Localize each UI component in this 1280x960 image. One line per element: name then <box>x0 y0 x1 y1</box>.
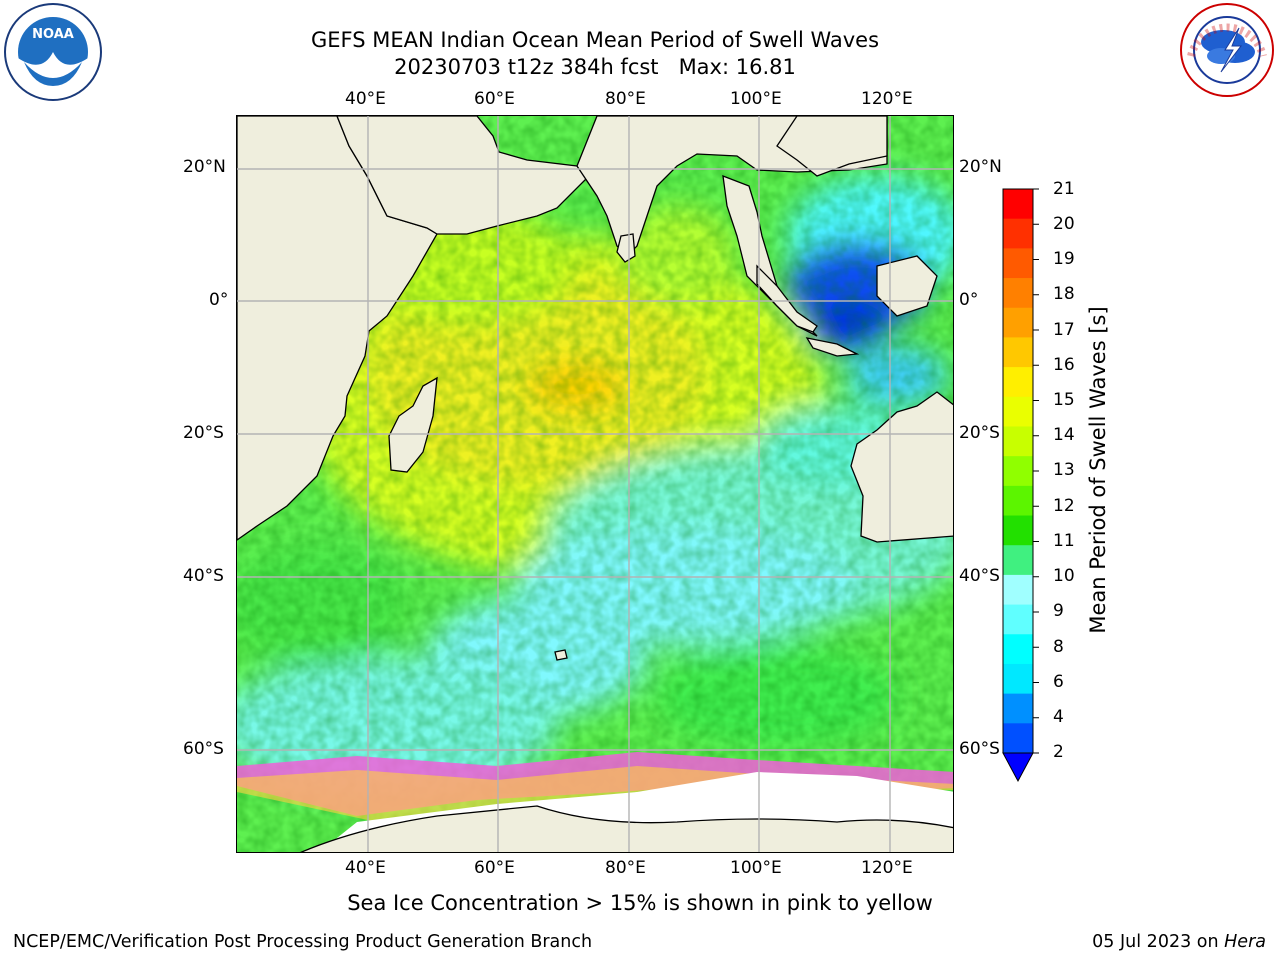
sumatra <box>756 264 818 333</box>
colorbar <box>1002 188 1039 783</box>
lat-label-right-40s: 40°S <box>959 566 1000 586</box>
lat-label-right-20n: 20°N <box>959 157 1002 177</box>
footer-date: 05 Jul 2023 on <box>1092 932 1225 952</box>
lat-label-left-20n: 20°N <box>183 157 226 177</box>
lon-label-top-100e: 100°E <box>730 89 782 109</box>
colorbar-segment <box>1003 663 1033 695</box>
lon-label-bottom-80e: 80°E <box>605 858 646 878</box>
cbar-tick-20: 20 <box>1053 214 1075 234</box>
cbar-tick-4: 4 <box>1053 707 1064 727</box>
cbar-tick-19: 19 <box>1053 249 1075 269</box>
malay-peninsula <box>722 175 818 337</box>
colorbar-label: Mean Period of Swell Waves [s] <box>1086 306 1110 634</box>
colorbar-segment <box>1003 189 1033 220</box>
cbar-tick-13: 13 <box>1053 460 1075 480</box>
colorbar-segment <box>1003 307 1033 339</box>
java <box>805 337 860 357</box>
colorbar-segment <box>1003 367 1033 398</box>
lat-label-left-40s: 40°S <box>183 566 224 586</box>
madagascar <box>388 376 438 473</box>
noaa-logo: NOAA <box>2 2 104 102</box>
cbar-tick-14: 14 <box>1053 425 1075 445</box>
colorbar-extend-triangle <box>1002 752 1034 783</box>
colorbar-segment <box>1003 278 1033 309</box>
lon-label-bottom-120e: 120°E <box>861 858 913 878</box>
lat-label-left-20s: 20°S <box>183 423 224 443</box>
lon-label-bottom-100e: 100°E <box>730 858 782 878</box>
cbar-tick-17: 17 <box>1053 320 1075 340</box>
chart-subtitle: 20230703 t12z 384h fcst Max: 16.81 <box>394 55 796 79</box>
cbar-tick-16: 16 <box>1053 355 1075 375</box>
colorbar-segment <box>1003 337 1033 368</box>
lat-label-right-20s: 20°S <box>959 423 1000 443</box>
lat-label-left-0: 0° <box>209 290 229 310</box>
colorbar-segment <box>1003 723 1033 754</box>
footer-host: Hera <box>1224 932 1266 952</box>
colorbar-tick-marks <box>1033 188 1039 754</box>
sea-ice-caption: Sea Ice Concentration > 15% is shown in … <box>347 891 933 915</box>
colorbar-segment <box>1003 396 1033 428</box>
cbar-tick-12: 12 <box>1053 496 1075 516</box>
cbar-tick-18: 18 <box>1053 284 1075 304</box>
cbar-tick-9: 9 <box>1053 601 1064 621</box>
colorbar-segment <box>1003 218 1033 249</box>
lon-label-top-40e: 40°E <box>345 89 386 109</box>
swell-period-map <box>237 116 953 852</box>
footer-left: NCEP/EMC/Verification Post Processing Pr… <box>13 932 593 952</box>
noaa-logo-text: NOAA <box>32 27 74 42</box>
lon-label-top-120e: 120°E <box>861 89 913 109</box>
colorbar-segment <box>1003 456 1033 487</box>
colorbar-segment <box>1003 604 1033 635</box>
cbar-tick-2: 2 <box>1053 742 1064 762</box>
lon-label-bottom-60e: 60°E <box>474 858 515 878</box>
indochina <box>776 116 888 177</box>
colorbar-segment <box>1003 693 1033 724</box>
footer-right: 05 Jul 2023 on Hera <box>1092 932 1266 952</box>
lon-label-top-80e: 80°E <box>605 89 646 109</box>
colorbar-segments <box>1003 189 1033 754</box>
lat-label-right-0: 0° <box>959 290 979 310</box>
colorbar-segment <box>1003 485 1033 517</box>
colorbar-segment <box>1003 545 1033 576</box>
cbar-tick-11: 11 <box>1053 531 1075 551</box>
kerguelen <box>554 649 568 661</box>
chart-title: GEFS MEAN Indian Ocean Mean Period of Sw… <box>310 28 880 52</box>
colorbar-segment <box>1003 248 1033 279</box>
sri-lanka <box>616 233 636 263</box>
colorbar-segment <box>1003 515 1033 546</box>
lat-label-right-60s: 60°S <box>959 739 1000 759</box>
antarctica-land <box>300 805 953 852</box>
colorbar-segment <box>1003 426 1033 457</box>
arabia <box>336 116 588 235</box>
nws-logo <box>1177 2 1277 102</box>
graticule <box>237 116 953 852</box>
lon-label-top-60e: 60°E <box>474 89 515 109</box>
cbar-tick-21: 21 <box>1053 179 1075 199</box>
cbar-tick-15: 15 <box>1053 390 1075 410</box>
cbar-tick-8: 8 <box>1053 637 1064 657</box>
colorbar-segment <box>1003 634 1033 665</box>
cbar-tick-10: 10 <box>1053 566 1075 586</box>
map-panel <box>236 115 954 853</box>
lon-label-bottom-40e: 40°E <box>345 858 386 878</box>
lat-label-left-60s: 60°S <box>183 739 224 759</box>
cbar-tick-6: 6 <box>1053 672 1064 692</box>
colorbar-segment <box>1003 574 1033 606</box>
